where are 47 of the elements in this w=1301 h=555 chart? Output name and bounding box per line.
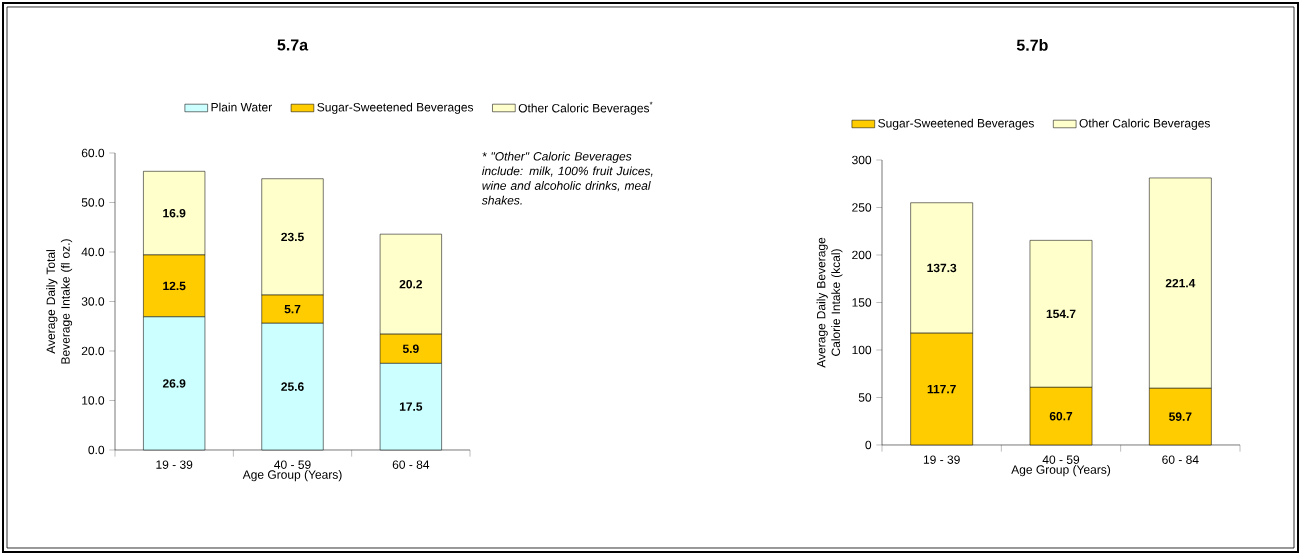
data-label: 26.9 bbox=[162, 379, 186, 388]
y-tick-label: 250 bbox=[852, 203, 872, 212]
text: * "Other" Caloric Beverages include: milk, 100% fruit Juices, wine and alcoholic drinks, meal shakes. bbox=[481, 151, 653, 205]
x-tick-label: 40 - 59 bbox=[274, 460, 311, 469]
data-label: 5.7 bbox=[284, 304, 301, 314]
y-axis-title: Average Daily Beverage Calorie Intake (kcal) bbox=[816, 237, 843, 368]
x-axis-title: Age Group (Years) bbox=[242, 470, 342, 482]
legend-label: Other Caloric Beverages bbox=[1079, 118, 1210, 130]
y-tick-label: 300 bbox=[852, 155, 872, 165]
data-label: 23.5 bbox=[281, 232, 304, 242]
y-tick-label: 0 bbox=[865, 440, 872, 450]
data-label: 137.3 bbox=[927, 263, 957, 273]
y-tick-label: 60.0 bbox=[81, 148, 105, 158]
data-label: 20.2 bbox=[399, 279, 423, 289]
data-label: 221.4 bbox=[1165, 278, 1196, 288]
y-tick-label: 10.0 bbox=[82, 396, 105, 405]
y-tick-label: 200 bbox=[852, 250, 872, 260]
chart-title: 5.7b bbox=[1016, 39, 1048, 51]
legend-label: Other Caloric Beverages$^{*}$ bbox=[518, 101, 653, 115]
x-axis-title: Age Group (Years) bbox=[1011, 465, 1111, 477]
data-label: 12.5 bbox=[163, 281, 186, 291]
y-tick-label: 30.0 bbox=[81, 297, 105, 306]
y-tick-label: 50 bbox=[858, 393, 872, 402]
legend-label: Sugar-Sweetened Beverages bbox=[878, 118, 1034, 130]
x-tick-label: 19 - 39 bbox=[923, 455, 960, 464]
data-label: 117.7 bbox=[927, 384, 956, 394]
y-tick-label: 50.0 bbox=[81, 198, 105, 207]
y-tick-label: 0.0 bbox=[88, 445, 105, 455]
y-tick-label: 20.0 bbox=[81, 346, 105, 356]
data-label: 60.7 bbox=[1049, 411, 1073, 421]
x-tick-label: 40 - 59 bbox=[1042, 455, 1080, 464]
x-tick-label: 60 - 84 bbox=[1162, 455, 1199, 464]
data-label: 25.6 bbox=[281, 382, 304, 391]
y-tick-label: 100 bbox=[852, 345, 872, 355]
y-axis-title: Average Daily Total Beverage Intake (fl oz.) bbox=[46, 239, 73, 364]
y-tick-label: 150 bbox=[852, 298, 872, 307]
legend-label: Plain Water bbox=[211, 102, 272, 112]
data-label: 16.9 bbox=[163, 208, 186, 218]
legend-label: Sugar-Sweetened Beverages bbox=[317, 102, 474, 114]
chart-title: 5.7a bbox=[277, 39, 309, 51]
data-label: 17.5 bbox=[399, 402, 423, 411]
x-tick-label: 60 - 84 bbox=[392, 460, 430, 469]
data-label: 5.9 bbox=[402, 344, 419, 354]
y-tick-label: 40.0 bbox=[81, 247, 105, 257]
data-label: 154.7 bbox=[1046, 309, 1076, 319]
data-label: 59.7 bbox=[1169, 412, 1192, 421]
x-tick-label: 19 - 39 bbox=[156, 460, 193, 469]
